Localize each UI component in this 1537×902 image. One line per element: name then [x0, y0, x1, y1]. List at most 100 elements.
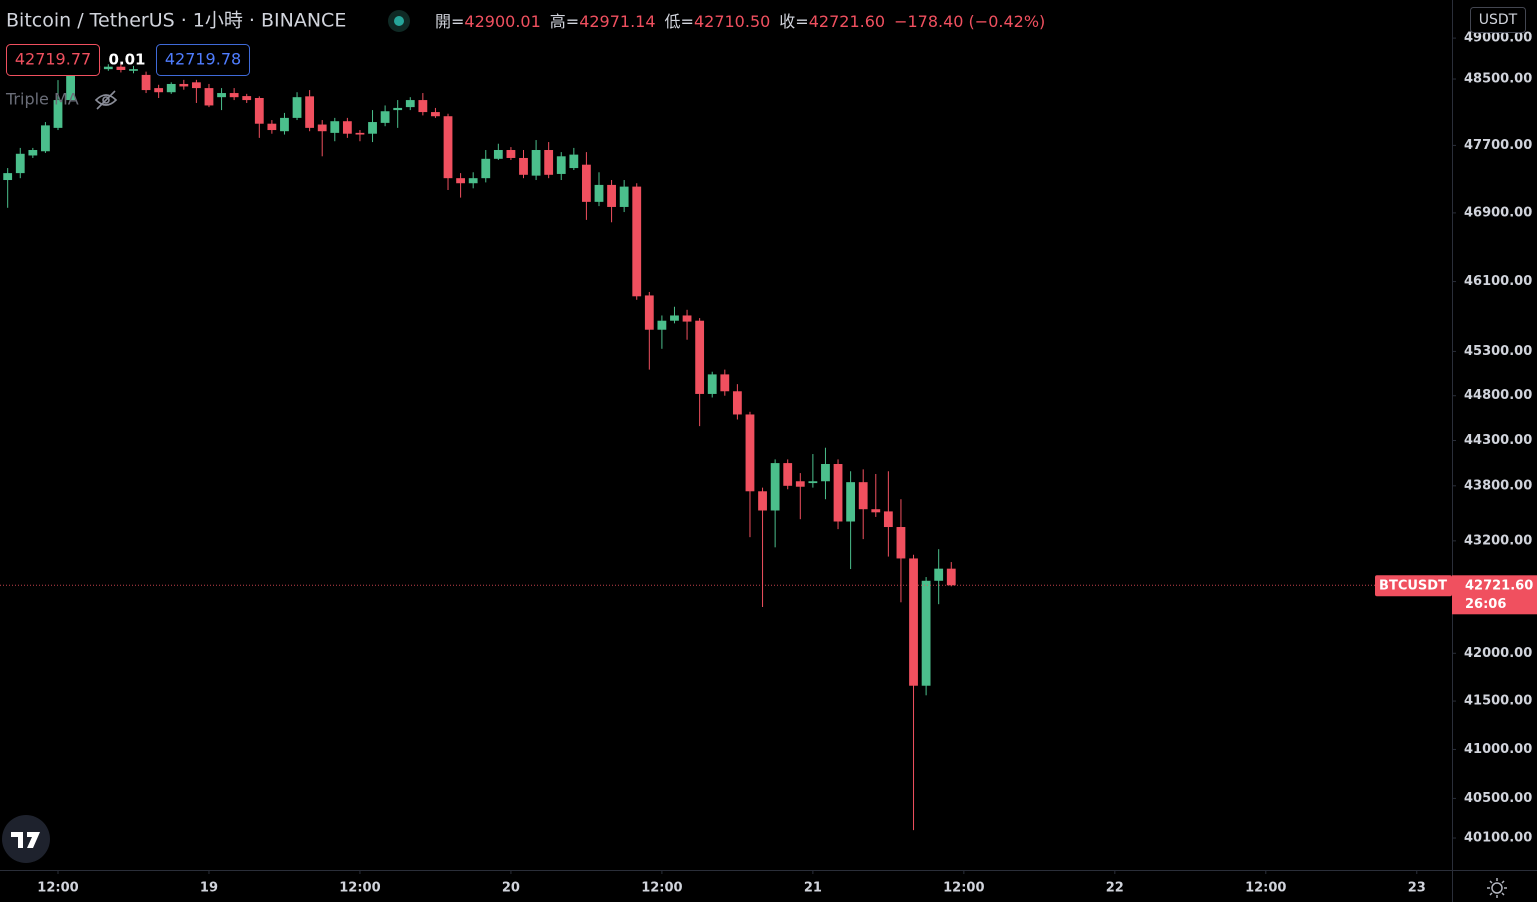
ohlc-label: 開=	[435, 12, 464, 31]
currency-box[interactable]	[1470, 7, 1526, 33]
price-tag-label: 42721.60	[1465, 578, 1533, 593]
symbol-title: Bitcoin / TetherUS · 1小時 · BINANCE	[6, 10, 346, 32]
candle-body	[745, 414, 755, 492]
x-tick-label: 12:00	[641, 881, 682, 896]
y-tick-label: 48500.00	[1464, 72, 1532, 87]
candle-body	[179, 83, 189, 87]
candle-body	[883, 511, 893, 528]
candle-body	[267, 123, 277, 131]
y-tick-label: 44800.00	[1464, 388, 1532, 403]
candle-body	[66, 74, 75, 101]
candle-body	[783, 463, 793, 486]
sell-button[interactable]	[6, 44, 100, 76]
candle-body	[770, 463, 780, 511]
candle-body	[191, 82, 201, 89]
status-dot	[394, 16, 404, 26]
price-tag	[1452, 575, 1537, 615]
candle-body	[607, 184, 616, 207]
candle-body	[544, 150, 554, 175]
x-tick-label: 12:00	[339, 881, 380, 896]
candle-body	[493, 150, 503, 159]
candle-body	[858, 482, 868, 510]
candle-body	[795, 481, 805, 487]
candle-body	[846, 482, 856, 522]
candle-body	[619, 186, 629, 207]
candle-body	[896, 527, 906, 559]
candle-body	[569, 154, 579, 169]
settings-icon[interactable]	[1487, 878, 1507, 898]
symbol-tag	[1375, 575, 1452, 597]
candle-body	[758, 491, 767, 511]
indicator-label[interactable]: Triple MA	[5, 90, 79, 109]
candle-body	[431, 112, 440, 117]
ohlc-label: 收=	[779, 12, 808, 31]
candle-body	[317, 124, 327, 132]
candle-body	[103, 66, 113, 70]
currency[interactable]: USDT	[1479, 12, 1518, 28]
candle-body	[670, 315, 679, 321]
candle-body	[405, 100, 415, 108]
candle-body	[833, 464, 843, 522]
x-tick-label: 19	[200, 881, 218, 896]
buy-button[interactable]	[156, 44, 250, 76]
y-tick-label: 46900.00	[1464, 205, 1532, 220]
candle-body	[456, 178, 466, 184]
ohlc-value: 42971.14	[579, 12, 655, 31]
candle-body	[443, 116, 453, 179]
candle-body	[53, 100, 63, 128]
candle-body	[342, 121, 352, 134]
candle-body	[355, 132, 365, 135]
candle-body	[254, 97, 264, 124]
candle-body	[506, 150, 516, 158]
y-tick-label: 40100.00	[1464, 831, 1532, 846]
candle-body	[330, 121, 340, 133]
candle-body	[909, 558, 918, 686]
y-tick-label: 44300.00	[1464, 433, 1532, 448]
buy-price[interactable]: 42719.78	[165, 50, 241, 69]
candle-body	[531, 150, 541, 176]
y-tick-label: 47700.00	[1464, 138, 1532, 153]
candle-body	[644, 295, 654, 330]
x-tick-label: 21	[804, 881, 822, 896]
countdown: 26:06	[1465, 597, 1506, 612]
candle-body	[380, 111, 390, 123]
candle-body	[41, 125, 50, 152]
x-tick-label: 22	[1106, 881, 1124, 896]
spread: 0.01	[108, 51, 145, 69]
candle-body	[242, 96, 252, 101]
candle-body	[594, 184, 604, 202]
x-tick-label: 12:00	[943, 881, 984, 896]
y-tick-label: 45300.00	[1464, 344, 1532, 359]
candle-body	[280, 117, 289, 132]
candle-body	[921, 580, 931, 686]
candle-body	[129, 69, 138, 71]
candle-body	[154, 88, 164, 93]
logo[interactable]	[2, 815, 50, 863]
logo-glyph	[11, 832, 40, 848]
candle-body	[468, 178, 478, 184]
y-tick-label: 43800.00	[1464, 478, 1532, 493]
ohlc-change: −178.40 (−0.42%)	[894, 12, 1045, 31]
candle-body	[946, 568, 956, 586]
candle-body	[116, 66, 126, 70]
y-tick-label: 41000.00	[1464, 742, 1532, 757]
candle-body	[418, 100, 428, 113]
candle-body	[393, 107, 403, 111]
x-tick-label: 23	[1408, 881, 1426, 896]
hide-icon[interactable]	[94, 90, 118, 110]
ohlc-value: 42710.50	[694, 12, 770, 31]
sell-price[interactable]: 42719.77	[15, 50, 91, 69]
candle-body	[720, 374, 730, 392]
y-tick-label: 41500.00	[1464, 694, 1532, 709]
x-tick-label: 12:00	[1245, 881, 1286, 896]
candle-body	[632, 186, 642, 297]
y-tick-label: 43200.00	[1464, 533, 1532, 548]
candle-body	[871, 509, 881, 513]
candle-body	[481, 158, 491, 179]
candle-body	[821, 464, 830, 482]
y-tick-label: 46100.00	[1464, 274, 1532, 289]
candle-body	[292, 97, 302, 118]
ohlc-label: 高=	[550, 12, 579, 31]
